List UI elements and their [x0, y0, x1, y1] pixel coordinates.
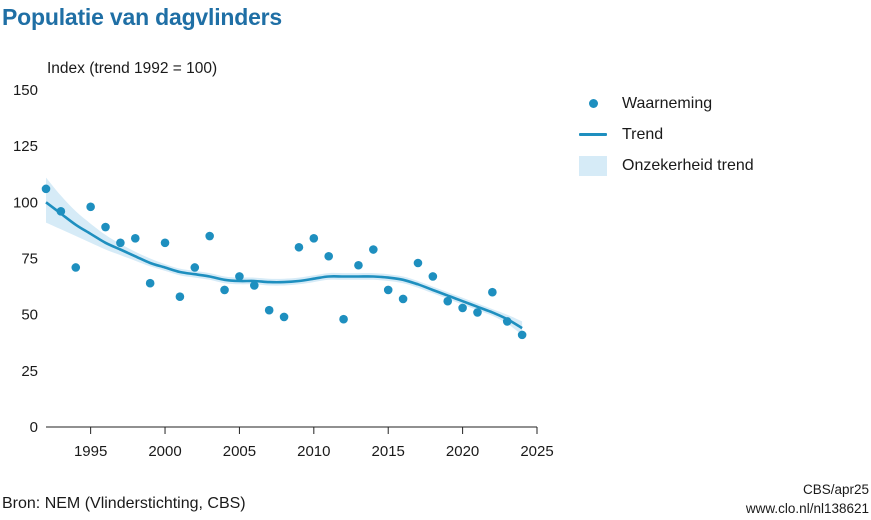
credit-url[interactable]: www.clo.nl/nl138621 — [745, 501, 869, 516]
y-axis-ticks: 0 25 50 75 100 125 150 — [13, 82, 38, 436]
observation-point — [339, 314, 348, 324]
line-marker-icon — [578, 125, 608, 145]
observation-point — [250, 281, 259, 290]
observation-point — [309, 233, 319, 243]
legend-label-trend: Trend — [622, 125, 664, 143]
observation-point — [369, 245, 378, 254]
observation-point — [473, 308, 482, 317]
y-tick-label: 25 — [21, 363, 38, 380]
y-tick-label: 100 — [13, 194, 38, 211]
observation-point — [413, 258, 423, 268]
observation-point — [324, 251, 333, 261]
observation-point — [101, 222, 110, 232]
legend-label-observation: Waarneming — [622, 94, 713, 112]
observation-point — [428, 272, 438, 281]
observation-point — [130, 233, 140, 243]
dot-marker-icon — [578, 94, 608, 114]
observation-point — [235, 272, 244, 281]
y-tick-label: 75 — [21, 251, 38, 268]
x-tick-label: 2020 — [446, 443, 479, 460]
x-tick-label: 2000 — [148, 443, 181, 460]
observation-point — [145, 278, 155, 288]
legend-item-trend: Trend — [578, 119, 754, 150]
legend-item-uncertainty: Onzekerheid trend — [578, 150, 754, 181]
y-tick-label: 50 — [21, 307, 38, 324]
uncertainty-band — [46, 177, 523, 335]
observation-point — [294, 242, 304, 252]
credits: CBS/apr25 www.clo.nl/nl138621 — [746, 480, 869, 518]
observation-point — [116, 238, 125, 248]
y-tick-label: 0 — [30, 419, 38, 436]
observation-point — [279, 312, 289, 322]
source-note: Bron: NEM (Vlinderstichting, CBS) — [2, 495, 246, 512]
y-tick-label: 150 — [13, 82, 38, 99]
y-tick-label: 125 — [13, 138, 38, 155]
observation-point — [264, 305, 274, 315]
observation-point — [383, 285, 393, 295]
observation-point — [71, 263, 81, 272]
x-tick-label: 2010 — [297, 443, 330, 460]
observation-point — [86, 202, 95, 212]
observation-point — [175, 292, 185, 301]
observation-point — [56, 207, 66, 216]
trend-line — [45, 201, 523, 330]
x-axis-ticks: 1995 2000 2005 2010 2015 2020 2025 — [74, 427, 554, 460]
band-marker-icon — [578, 155, 608, 176]
x-tick-label: 2005 — [223, 443, 256, 460]
credit-date: CBS/apr25 — [802, 482, 869, 497]
observation-point — [41, 184, 51, 194]
chart-title: Populatie van dagvlinders — [2, 4, 283, 30]
observation-point — [205, 231, 214, 241]
observation-point — [488, 287, 497, 297]
observation-point — [190, 263, 200, 272]
y-axis-label: Index (trend 1992 = 100) — [47, 60, 218, 77]
observation-points — [41, 184, 527, 340]
x-tick-label: 1995 — [74, 443, 107, 460]
observation-point — [220, 285, 229, 295]
observation-point — [502, 317, 512, 326]
x-tick-label: 2025 — [520, 443, 553, 460]
observation-point — [458, 303, 467, 313]
observation-point — [354, 260, 363, 270]
observation-point — [160, 238, 170, 248]
observation-point — [517, 330, 527, 340]
legend-label-uncertainty: Onzekerheid trend — [622, 156, 754, 174]
x-tick-label: 2015 — [372, 443, 405, 460]
legend: Waarneming Trend Onzekerheid trend — [578, 88, 754, 181]
observation-point — [398, 294, 408, 304]
observation-point — [443, 296, 453, 306]
legend-item-observation: Waarneming — [578, 88, 754, 119]
